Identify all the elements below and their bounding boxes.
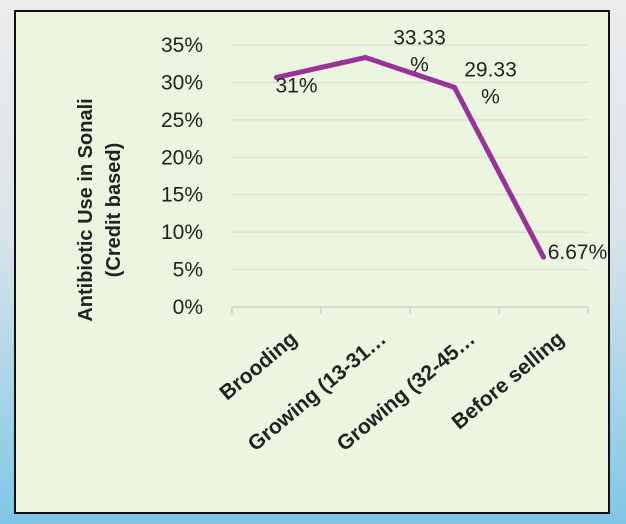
data-label: 6.67% [548,241,608,264]
data-label: % [481,85,500,108]
y-tick-label: 30% [161,71,203,94]
y-tick-label: 10% [161,221,203,244]
chart-frame [14,10,610,514]
y-tick-label: 5% [173,259,203,282]
data-labels: 31% 33.33% 29.33% 6.67% [275,27,607,265]
data-point [363,55,368,61]
data-label: 31% [275,74,317,97]
data-label: % [410,54,429,77]
category-label: Brooding [215,327,301,405]
series [274,55,546,260]
y-tick-label: 25% [161,109,203,132]
data-point [541,254,546,260]
y-axis-title-line: Antibiotic Use in Sonali [75,98,97,321]
y-axis-title: Antibiotic Use in Sonali (Credit based) [75,98,125,321]
series-line [274,55,546,260]
x-axis [231,306,589,314]
y-tick-label: 15% [161,184,203,207]
y-tick-labels: 0% 5% 10% 15% 20% 25% 30% 35% [161,34,203,319]
y-tick-label: 20% [161,146,203,169]
data-point [452,84,457,90]
data-label: 33.33 [393,27,446,50]
data-label: 29.33 [464,58,517,81]
y-tick-label: 0% [173,296,203,319]
data-point [274,74,279,80]
y-axis-title-line: (Credit based) [103,143,125,277]
y-tick-label: 35% [161,34,203,57]
